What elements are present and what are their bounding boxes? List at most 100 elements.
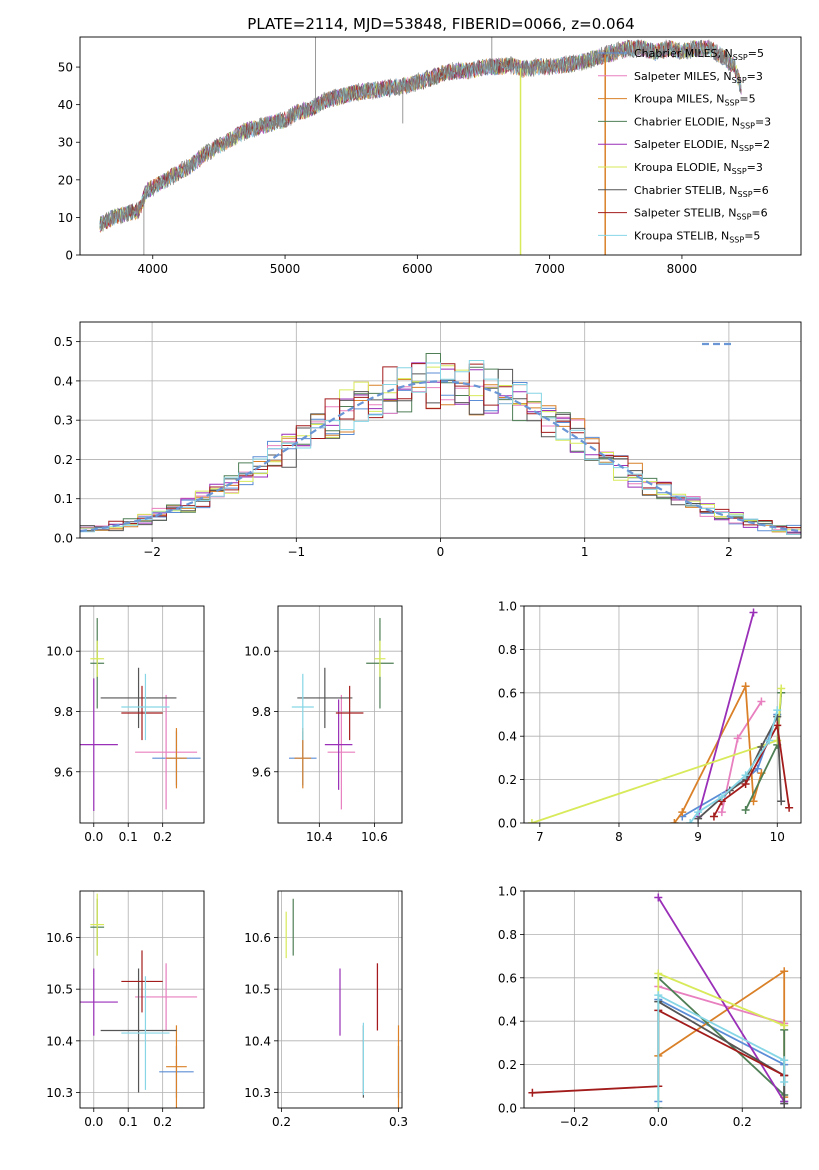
axes-frame — [79, 36, 802, 256]
legend-sub: SSP — [738, 190, 753, 199]
weight-marker — [686, 819, 695, 823]
x-tick-label: 0.2 — [153, 1115, 172, 1129]
plot-area-weight_vs_age — [527, 608, 794, 823]
legend-label: Chabrier STELIB, N — [634, 184, 738, 197]
plot-area-mass_vs_EBV — [285, 898, 400, 1108]
y-tick-label: 1.0 — [498, 885, 517, 899]
weight-marker — [741, 779, 750, 788]
y-tick-label: 0.6 — [498, 686, 517, 700]
legend-entry: Kroupa STELIB, NSSP=5 — [634, 229, 760, 244]
x-tick-label: 0.2 — [153, 830, 172, 844]
weight-marker — [717, 792, 726, 801]
legend-sub: SSP — [724, 99, 739, 108]
legend-label: Kroupa ELODIE, N — [634, 161, 732, 174]
weight-line — [697, 612, 755, 817]
legend-entry: Salpeter MILES, NSSP=3 — [634, 70, 763, 85]
weight-marker — [741, 771, 750, 780]
weight-marker — [780, 967, 789, 976]
weight-marker — [741, 805, 750, 814]
y-tick-label: 9.8 — [252, 705, 271, 719]
y-tick-label: 9.6 — [54, 765, 73, 779]
weight-marker — [780, 1099, 789, 1108]
legend-suffix: =2 — [754, 138, 770, 151]
x-tick-label: 2 — [725, 545, 733, 559]
y-tick-label: 0.8 — [498, 928, 517, 942]
weight-marker — [749, 797, 758, 806]
spectrum-line — [99, 40, 742, 230]
legend-label: Salpeter ELODIE, N — [634, 138, 739, 151]
weight-marker — [780, 1077, 789, 1086]
weight-marker — [694, 808, 703, 817]
x-tick-label: −2 — [143, 545, 161, 559]
x-tick-label: 10 — [770, 830, 785, 844]
axes-age_vs_mass: 10.4 10.6 9.6 9.8 10.0 — [244, 605, 403, 844]
weight-line — [689, 709, 779, 823]
y-tick-label: 40 — [58, 98, 73, 112]
y-tick-label: 10.4 — [244, 1034, 271, 1048]
legend-label: Kroupa MILES, N — [634, 93, 724, 106]
legend-entry: Chabrier MILES, NSSP=5 — [634, 47, 764, 62]
spectrum-line — [99, 39, 742, 229]
weight-line — [531, 688, 783, 823]
y-tick-label: 0.8 — [498, 643, 517, 657]
axes-frame — [277, 605, 403, 824]
x-tick-label: 0.1 — [119, 1115, 138, 1129]
y-tick-label: 0.3 — [54, 414, 73, 428]
weight-marker — [741, 682, 750, 691]
weight-marker — [780, 1056, 789, 1065]
axes-weight_vs_age: 7 8 9 10 0.0 0.2 0.4 0.6 0.8 1.0 — [498, 600, 802, 844]
plot-area-spectrum — [99, 37, 742, 255]
x-tick-label: 7000 — [534, 262, 565, 276]
axes-residuals: −2 −1 0 1 2 0.0 0.1 0.2 0.3 0.4 0.5 — [54, 321, 802, 559]
legend-sub: SSP — [732, 167, 747, 176]
weight-line — [657, 977, 786, 1098]
legend-label: Chabrier MILES, N — [634, 47, 733, 60]
axes-spectrum: 4000 5000 6000 7000 8000 0 10 20 30 40 50 Chabrier … — [58, 36, 802, 276]
y-tick-label: 10.5 — [46, 983, 73, 997]
y-tick-label: 0.5 — [54, 335, 73, 349]
legend-suffix: =6 — [751, 207, 767, 220]
legend-sub: SSP — [740, 121, 755, 130]
legend-label: Salpeter STELIB, N — [634, 207, 736, 220]
axes-frame — [79, 321, 802, 539]
legend-label: Salpeter MILES, N — [634, 70, 732, 83]
plot-area-mass_vs_Z — [80, 893, 198, 1108]
weight-marker — [654, 1104, 663, 1108]
x-tick-label: 0.0 — [84, 830, 103, 844]
y-tick-label: 1.0 — [498, 600, 517, 614]
x-tick-label: −1 — [287, 545, 305, 559]
legend-suffix: =5 — [748, 47, 764, 60]
y-tick-label: 10 — [58, 211, 73, 225]
weight-marker — [765, 736, 774, 745]
x-tick-label: 0 — [437, 545, 445, 559]
weight-line — [657, 993, 786, 1108]
y-tick-label: 10.3 — [244, 1086, 271, 1100]
x-tick-label: 0.0 — [649, 1115, 668, 1129]
plot-area-age_vs_mass — [289, 618, 394, 810]
legend-entry: Chabrier STELIB, NSSP=6 — [634, 184, 769, 199]
weight-marker — [717, 808, 726, 817]
axes-weight_vs_Z: −0.2 0.0 0.2 0.0 0.2 0.4 0.6 0.8 1.0 — [498, 885, 802, 1129]
weight-marker — [777, 684, 786, 693]
weight-marker — [670, 819, 679, 823]
y-tick-label: 0.4 — [54, 374, 73, 388]
legend-entry: Salpeter ELODIE, NSSP=2 — [634, 138, 770, 153]
legend-sub: SSP — [729, 235, 744, 244]
y-tick-label: 10.0 — [46, 645, 73, 659]
weight-marker — [654, 991, 663, 1000]
x-tick-label: 0.3 — [389, 1115, 408, 1129]
plot-area-age_vs_Z — [80, 618, 201, 811]
y-tick-label: 0.0 — [498, 1102, 517, 1116]
y-tick-label: 0.4 — [498, 730, 517, 744]
spectrum-line — [99, 39, 742, 231]
x-tick-label: −0.2 — [560, 1115, 589, 1129]
x-tick-label: 0.0 — [84, 1115, 103, 1129]
weight-marker — [527, 819, 536, 823]
x-tick-label: 0.2 — [272, 1115, 291, 1129]
x-tick-label: 0.2 — [733, 1115, 752, 1129]
y-tick-label: 0 — [65, 249, 73, 263]
legend-suffix: =3 — [747, 70, 763, 83]
legend-sub: SSP — [733, 53, 748, 62]
plot-area-residuals — [80, 353, 801, 535]
